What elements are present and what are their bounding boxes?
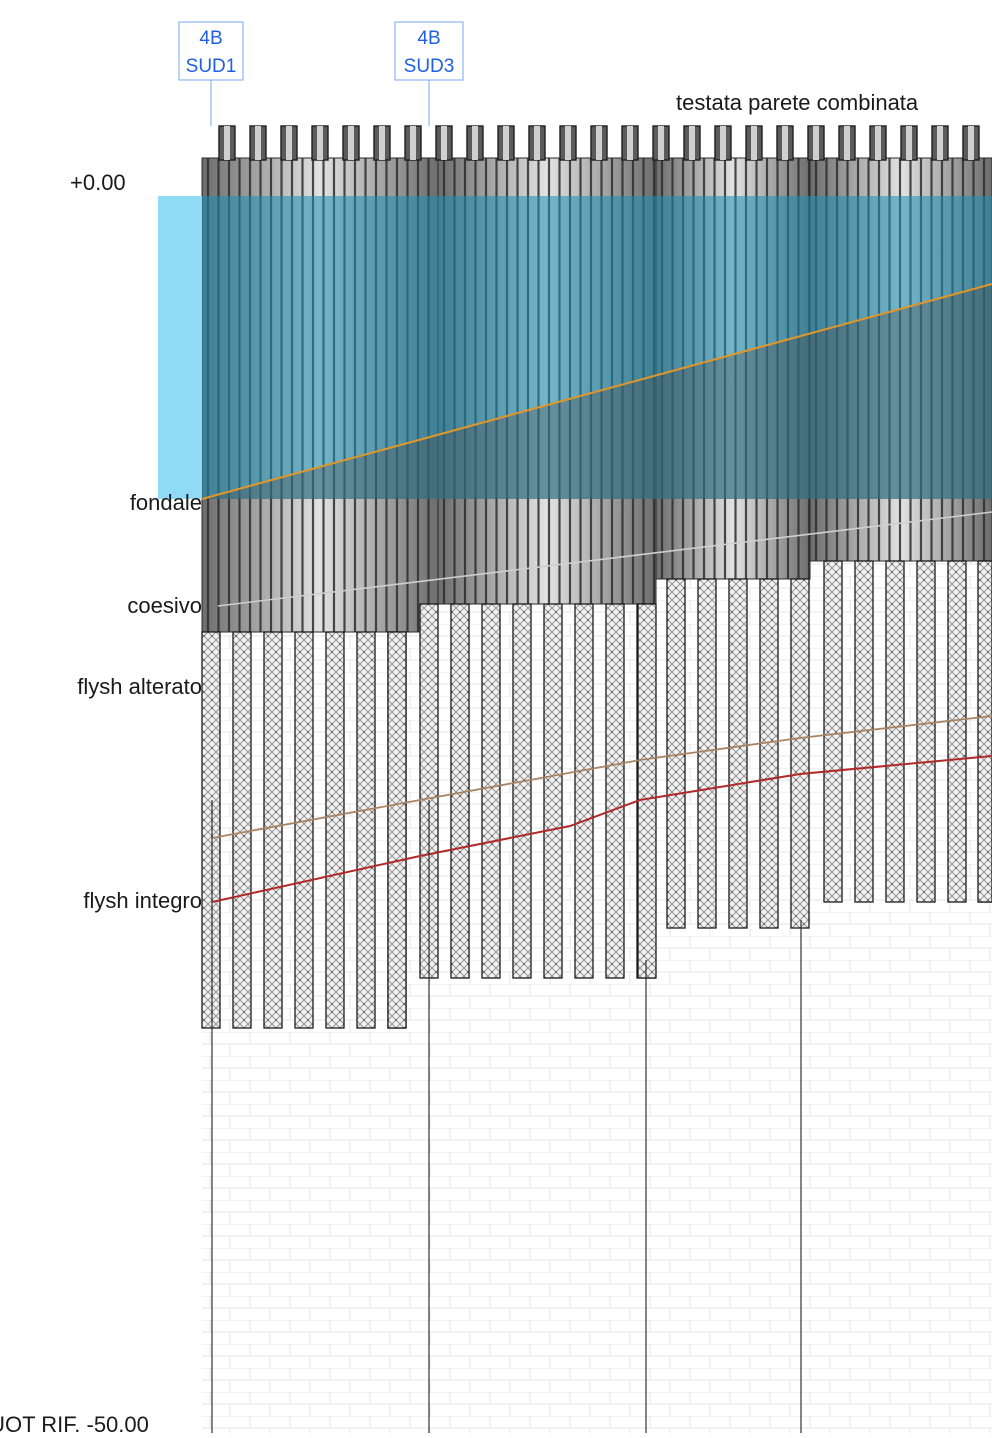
rock-pile-g1 — [232, 631, 252, 1029]
layer-label-flysh-alterato: flysh alterato — [77, 674, 202, 699]
drawing-title: testata parete combinata — [676, 90, 919, 115]
pile-head-core — [224, 126, 230, 160]
pile-head-core — [348, 126, 354, 160]
rock-pile-g2 — [574, 603, 594, 979]
rock-pile-g1 — [201, 631, 221, 1029]
section-tag-sud3-line2: SUD3 — [404, 56, 455, 77]
rock-pile-g4 — [947, 560, 967, 903]
section-tag-sud1: 4B SUD1 — [178, 21, 244, 126]
section-tag-sud1-line2: SUD1 — [186, 56, 237, 77]
pile-head-core — [255, 126, 261, 160]
section-tag-sud3: 4B SUD3 — [394, 21, 464, 126]
rock-pile-g1 — [325, 631, 345, 1029]
rock-pile-g3 — [759, 578, 779, 929]
pile-head-core — [410, 126, 416, 160]
pile-head-core — [503, 126, 509, 160]
rock-pile-g3 — [728, 578, 748, 929]
rock-pile-g4 — [823, 560, 843, 903]
pile-head-core — [968, 126, 974, 160]
pile-head-core — [906, 126, 912, 160]
pile-head-core — [937, 126, 943, 160]
pile-head-core — [751, 126, 757, 160]
cohesive-line — [217, 511, 992, 607]
layer-label-flysh-integro: flysh integro — [83, 888, 202, 913]
water-left — [158, 196, 202, 499]
pile-head-core — [627, 126, 633, 160]
seabed-line — [201, 283, 992, 500]
pile-head-core — [441, 126, 447, 160]
pile-head-core — [379, 126, 385, 160]
pile-head-core — [689, 126, 695, 160]
section-tag-sud1-line1: 4B — [199, 28, 222, 49]
water-body — [202, 196, 992, 499]
rock-pile-g4 — [885, 560, 905, 903]
pile-head-core — [596, 126, 602, 160]
pile-head-core — [813, 126, 819, 160]
rock-pile-g2 — [481, 603, 501, 979]
rock-pile-g4 — [977, 560, 992, 903]
rock-pile-g2 — [605, 603, 625, 979]
rock-pile-g2 — [512, 603, 532, 979]
layer-label-coesivo: coesivo — [127, 593, 202, 618]
pile-head-core — [658, 126, 664, 160]
rock-pile-g3 — [790, 578, 810, 929]
pile-head-core — [782, 126, 788, 160]
rock-pile-g2 — [637, 603, 657, 979]
layer-label-fondale: fondale — [130, 490, 202, 515]
rock-pile-g3 — [697, 578, 717, 929]
rock-pile-g1 — [294, 631, 314, 1029]
pile-head-core — [720, 126, 726, 160]
pile-head-core — [565, 126, 571, 160]
pile-head-core — [875, 126, 881, 160]
elevation-top-label: +0.00 — [70, 170, 126, 195]
elevation-bottom-label: QUOT RIF. -50.00 — [0, 1412, 149, 1433]
section-tag-sud3-line1: 4B — [417, 28, 440, 49]
pile-head-core — [844, 126, 850, 160]
rock-pile-g4 — [916, 560, 936, 903]
flysh-altered-line — [211, 715, 992, 839]
pile-head-core — [534, 126, 540, 160]
rock-pile-g1 — [387, 631, 407, 1029]
pile-head-core — [472, 126, 478, 160]
pile-head-core — [317, 126, 323, 160]
rock-pile-g1 — [263, 631, 283, 1029]
rock-pile-g2 — [543, 603, 563, 979]
flysh-intact-line — [211, 755, 992, 903]
pile-head-core — [286, 126, 292, 160]
rock-pile-g1 — [356, 631, 376, 1029]
